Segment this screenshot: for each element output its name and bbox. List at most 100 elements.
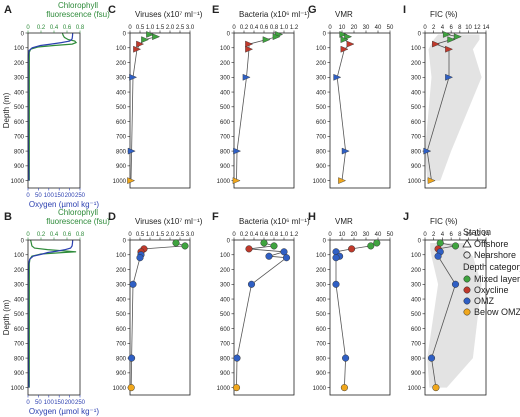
- y-tick-label: 100: [14, 46, 25, 52]
- y-tick-label: 500: [316, 312, 327, 318]
- y-tick-label: 300: [316, 283, 327, 289]
- y-tick-label: 600: [14, 120, 25, 126]
- y-tick-label: 500: [220, 312, 231, 318]
- legend-nearshore-marker: [463, 251, 471, 259]
- x-tick-label: 50: [387, 232, 394, 238]
- x-tick-label: 2: [432, 232, 436, 238]
- panel-letter-i: I: [403, 4, 406, 16]
- y-tick-label: 300: [411, 76, 422, 82]
- y-tick-label: 800: [316, 356, 327, 362]
- data-point: [332, 254, 340, 262]
- data-point: [247, 280, 256, 288]
- x-tick-label: 1.5: [156, 25, 165, 31]
- panel-f: F 0 100 200 300 400 500 600 700 800 900 1000 0 0.2 0.4…: [212, 211, 310, 396]
- top-tick-label: 0.4: [50, 25, 59, 31]
- y-tick-label: 0: [418, 31, 422, 37]
- y-tick-label: 200: [14, 61, 25, 67]
- y-tick-label: 0: [123, 238, 127, 244]
- x-tick-label: 20: [351, 25, 358, 31]
- y-tick-label: 500: [411, 105, 422, 111]
- data-point: [146, 31, 155, 38]
- y-tick-label: 1000: [217, 179, 231, 185]
- x-tick-label: 10: [339, 232, 346, 238]
- x-tick-label: 0: [232, 232, 236, 238]
- data-point: [451, 242, 460, 250]
- panel-h: H 0 100 200 300 400 500 600 700 800 900 1000 0 10 20 30…: [308, 211, 394, 396]
- chlorophyll-line: [28, 239, 77, 388]
- oxygen-line: [27, 32, 74, 181]
- y-tick-label: 600: [116, 327, 127, 333]
- bottom-tick-label: 250: [75, 400, 86, 406]
- data-point: [272, 33, 281, 41]
- panel-letter-d: D: [108, 211, 116, 223]
- y-tick-label: 600: [316, 120, 327, 126]
- y-tick-label: 500: [220, 105, 231, 111]
- y-tick-label: 200: [411, 268, 422, 274]
- y-tick-label: 700: [14, 342, 25, 348]
- bottom-tick-label: 200: [65, 193, 76, 199]
- y-tick-label: 600: [411, 120, 422, 126]
- x-tick-label: 3.0: [186, 25, 195, 31]
- bottom-tick-label: 50: [35, 193, 42, 199]
- y-tick-label: 100: [316, 46, 327, 52]
- x-tick-label: 30: [363, 25, 370, 31]
- x-tick-label: 1.5: [156, 232, 165, 238]
- data-point: [341, 147, 350, 155]
- x-tick-label: 0: [128, 25, 132, 31]
- top-tick-label: 0.4: [50, 232, 59, 238]
- data-point: [373, 239, 381, 247]
- y-tick-label: 800: [411, 149, 422, 155]
- y-tick-label: 300: [220, 76, 231, 82]
- y-tick-label: 300: [14, 76, 25, 82]
- y-tick-label: 700: [116, 135, 127, 141]
- data-point: [245, 45, 254, 53]
- y-tick-label: 1000: [408, 386, 422, 392]
- data-point: [127, 147, 136, 155]
- plot-frame: [329, 32, 391, 189]
- x-tick-label: 0: [328, 25, 332, 31]
- y-tick-label: 200: [116, 61, 127, 67]
- data-point: [447, 36, 456, 44]
- bottom-tick-label: 150: [54, 400, 65, 406]
- y-tick-label: 200: [220, 268, 231, 274]
- plot-frame: [233, 32, 295, 189]
- x-tick-label: 0.6: [260, 25, 269, 31]
- y-tick-label: 100: [14, 253, 25, 259]
- fic-range-band: [425, 34, 482, 181]
- y-tick-label: 0: [418, 238, 422, 244]
- plot-frame: [233, 239, 295, 396]
- panel-letter-h: H: [308, 211, 316, 223]
- y-tick-label: 400: [220, 90, 231, 96]
- data-point: [127, 177, 136, 184]
- y-tick-label: 500: [14, 105, 25, 111]
- y-tick-label: 0: [21, 238, 25, 244]
- data-point: [339, 31, 348, 38]
- x-tick-label: 14: [483, 25, 490, 31]
- legend-station-title: Station: [463, 227, 491, 237]
- oxygen-axis-title: Oxygen (µmol kg⁻¹): [29, 200, 100, 209]
- y-tick-label: 700: [14, 135, 25, 141]
- legend-mixed-marker: [463, 275, 471, 283]
- y-tick-label: 800: [316, 149, 327, 155]
- profile-line: [236, 242, 288, 388]
- bottom-tick-label: 100: [44, 193, 55, 199]
- y-tick-label: 1000: [313, 386, 327, 392]
- y-tick-label: 600: [316, 327, 327, 333]
- plot-frame: [27, 239, 81, 396]
- x-tick-label: 2.5: [176, 25, 185, 31]
- x-tick-label: 8: [458, 25, 462, 31]
- chlorophyll-axis-title-2: fluorescence (fsu): [46, 217, 110, 226]
- bottom-tick-label: 0: [26, 193, 30, 199]
- data-point: [340, 36, 349, 44]
- data-point: [270, 242, 278, 250]
- data-point: [423, 147, 432, 155]
- data-point: [332, 280, 340, 288]
- plot-frame: [129, 32, 191, 189]
- legend-nearshore-label: Nearshore: [474, 250, 516, 260]
- legend-depth-title: Depth category: [463, 262, 520, 272]
- data-point: [367, 242, 375, 250]
- legend-below-omz-label: Below OMZ: [474, 307, 520, 317]
- data-point: [432, 40, 441, 48]
